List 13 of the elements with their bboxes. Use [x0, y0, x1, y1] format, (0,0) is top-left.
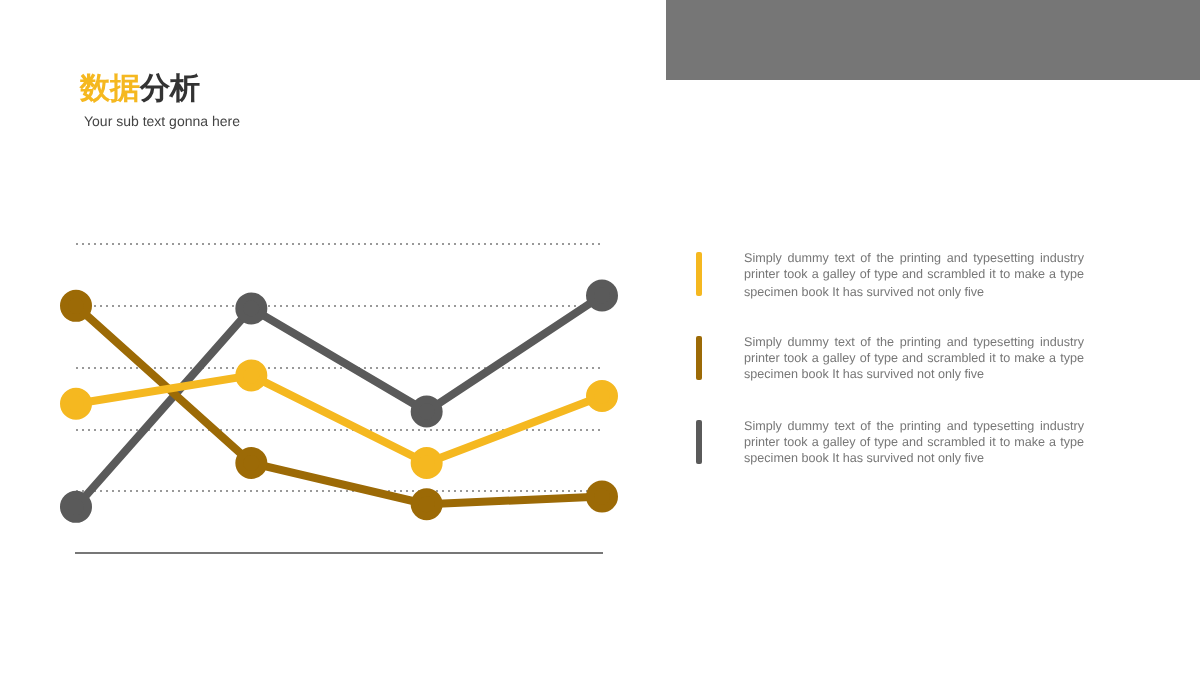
point: [586, 279, 618, 312]
point: [235, 447, 268, 480]
point: [410, 488, 443, 521]
point: [410, 447, 443, 480]
point: [60, 289, 92, 322]
point: [235, 359, 268, 392]
point: [586, 480, 618, 513]
point: [60, 490, 92, 523]
point: [410, 395, 443, 428]
point: [586, 380, 618, 413]
point: [60, 387, 92, 420]
chart-title: 数据分析: [80, 70, 200, 106]
point: [235, 292, 268, 325]
